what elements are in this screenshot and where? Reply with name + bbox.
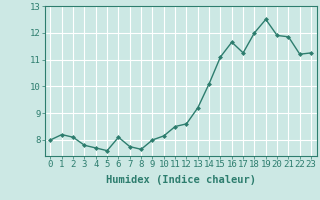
X-axis label: Humidex (Indice chaleur): Humidex (Indice chaleur): [106, 175, 256, 185]
